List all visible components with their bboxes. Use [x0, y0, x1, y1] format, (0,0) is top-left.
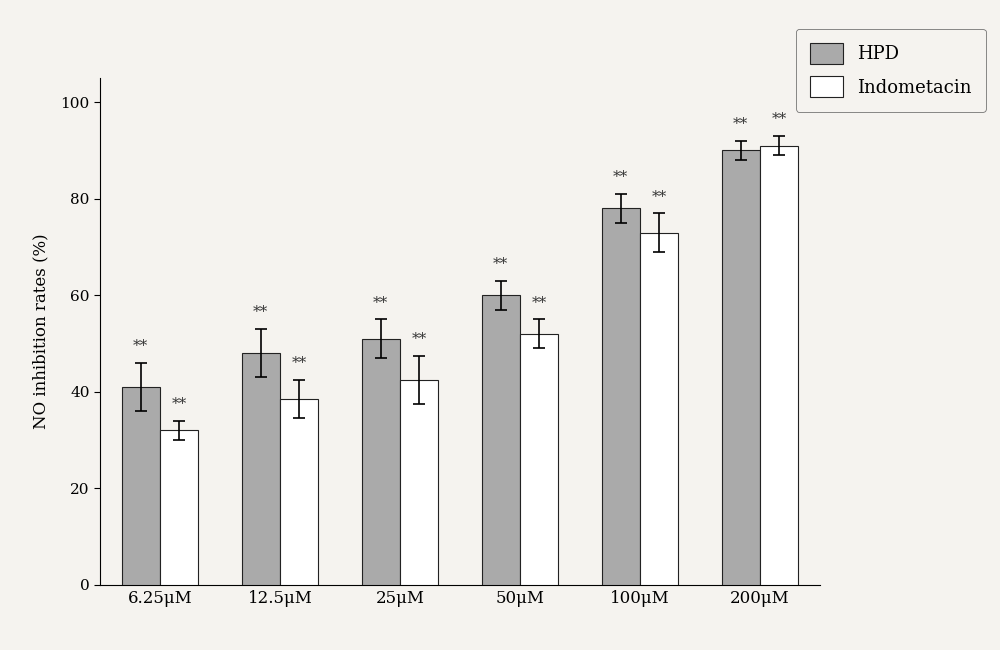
Text: **: ** — [292, 356, 307, 370]
Text: **: ** — [253, 306, 268, 319]
Bar — [640, 233, 678, 585]
Bar — [722, 150, 760, 585]
Bar — [482, 295, 520, 585]
Bar — [242, 353, 280, 585]
Text: **: ** — [172, 397, 187, 411]
Bar — [760, 146, 798, 585]
Y-axis label: NO inhibition rates (%): NO inhibition rates (%) — [32, 234, 49, 429]
Bar — [400, 380, 438, 585]
Text: **: ** — [652, 190, 667, 203]
Bar — [122, 387, 160, 585]
Text: **: ** — [133, 339, 148, 353]
Text: **: ** — [532, 296, 547, 310]
Bar — [520, 334, 558, 585]
Text: **: ** — [412, 332, 427, 346]
Text: **: ** — [613, 170, 628, 184]
Bar — [362, 339, 400, 585]
Bar — [602, 209, 640, 585]
Bar — [160, 430, 198, 585]
Legend: HPD, Indometacin: HPD, Indometacin — [796, 29, 986, 112]
Bar — [280, 399, 318, 585]
Text: **: ** — [373, 296, 388, 310]
Text: **: ** — [733, 117, 748, 131]
Text: **: ** — [772, 112, 787, 126]
Text: **: ** — [493, 257, 508, 271]
